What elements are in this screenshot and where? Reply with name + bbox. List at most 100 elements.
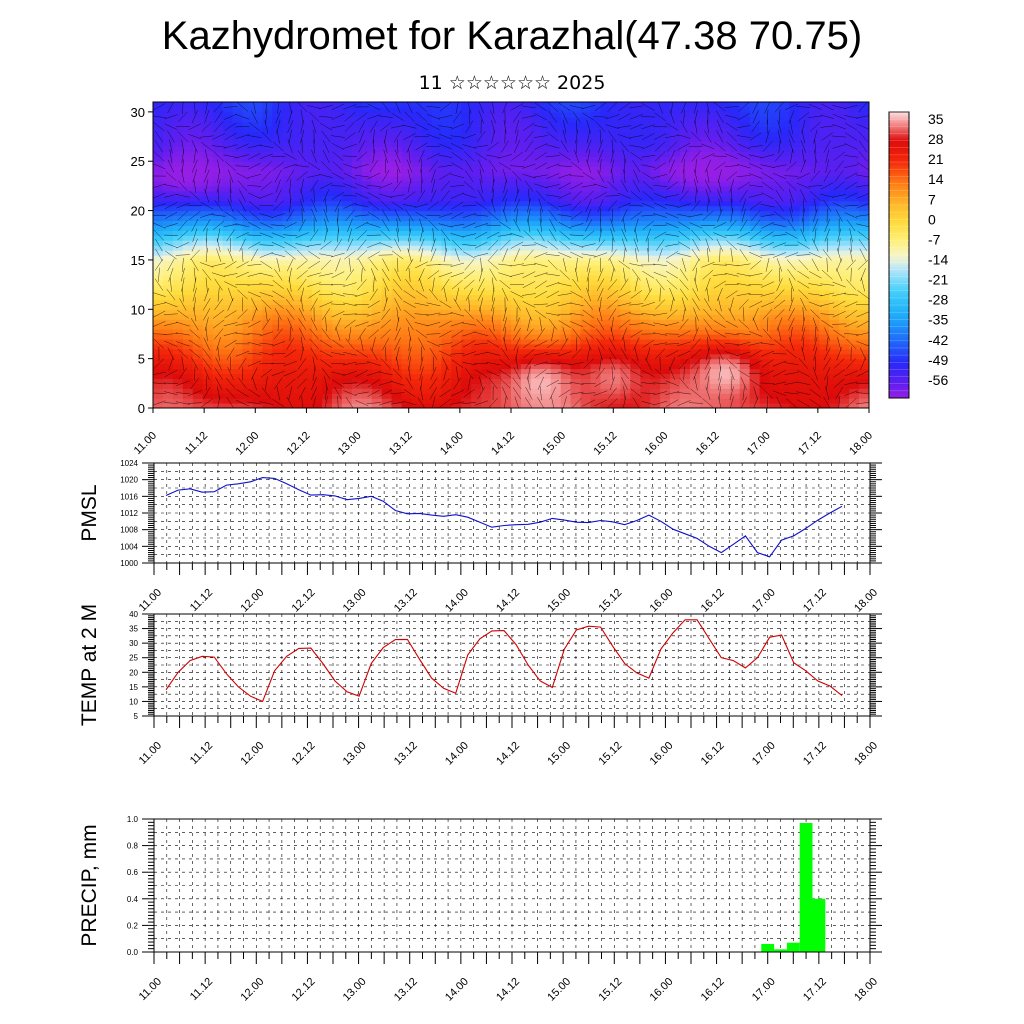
heatmap-cell — [322, 230, 333, 236]
heatmap-cell — [819, 171, 830, 177]
heatmap-cell — [381, 230, 393, 236]
heatmap-cell — [540, 161, 552, 167]
heatmap-cell — [709, 294, 721, 301]
heatmap-cell — [162, 195, 174, 202]
heatmap-cell — [153, 235, 164, 241]
heatmap-cell — [530, 299, 542, 305]
wind-vector — [154, 258, 164, 271]
heatmap-cell — [809, 309, 820, 315]
heatmap-cell — [839, 106, 850, 113]
heatmap-cell — [381, 176, 393, 182]
wind-vector — [286, 258, 294, 272]
heatmap-cell — [242, 368, 254, 375]
heatmap-cell — [212, 279, 224, 286]
wind-vector — [319, 339, 333, 348]
heatmap-cell — [262, 383, 273, 389]
heatmap-cell — [501, 348, 512, 355]
heatmap-cell — [540, 245, 552, 251]
heatmap-cell — [829, 166, 840, 172]
heatmap-cell — [680, 136, 691, 143]
heatmap-cell — [849, 230, 860, 236]
wind-vector — [250, 248, 259, 262]
heatmap-cell — [192, 264, 204, 271]
heatmap-cell — [789, 126, 800, 133]
heatmap-cell — [719, 255, 731, 261]
heatmap-cell — [341, 353, 353, 360]
wind-vector — [224, 211, 237, 220]
heatmap-cell — [182, 363, 194, 370]
heatmap-cell — [749, 171, 761, 177]
heatmap-cell — [540, 195, 552, 202]
heatmap-cell — [630, 329, 641, 335]
heatmap-cell — [660, 338, 671, 345]
wind-vector — [298, 386, 306, 400]
heatmap-cell — [153, 161, 164, 167]
heatmap-cell — [212, 220, 224, 226]
heatmap-cell — [312, 116, 323, 123]
heatmap-cell — [849, 106, 860, 113]
heatmap-cell — [401, 230, 413, 236]
heatmap-cell — [162, 259, 174, 266]
wind-vector — [181, 139, 185, 154]
heatmap-cell — [819, 190, 830, 197]
heatmap-cell — [530, 210, 542, 217]
heatmap-cell — [709, 250, 721, 256]
wind-vector — [214, 199, 224, 212]
heatmap-cell — [680, 250, 691, 256]
heatmap-cell — [580, 304, 592, 310]
heatmap-cell — [451, 131, 462, 138]
heatmap-cell — [481, 358, 492, 365]
heatmap-cell — [849, 225, 860, 231]
heatmap-cell — [441, 200, 452, 207]
heatmap-cell — [859, 205, 869, 212]
heatmap-cell — [620, 240, 631, 246]
heatmap-cell — [411, 215, 423, 222]
heatmap-cell — [272, 309, 283, 315]
heatmap-cell — [789, 319, 800, 325]
heatmap-cell — [491, 106, 502, 113]
heatmap-cell — [312, 126, 323, 133]
heatmap-cell — [411, 230, 423, 236]
wind-vector — [289, 326, 291, 342]
wind-vector — [190, 258, 199, 272]
heatmap-cell — [739, 388, 751, 394]
heatmap-cell — [511, 210, 522, 217]
wind-vector — [319, 273, 333, 277]
heatmap-cell — [570, 393, 582, 399]
heatmap-cell — [520, 225, 532, 231]
heatmap-cell — [431, 279, 442, 286]
heatmap-cell — [421, 245, 433, 251]
heatmap-cell — [252, 314, 263, 320]
heatmap-cell — [232, 106, 244, 113]
heatmap-cell — [292, 220, 303, 226]
wind-vector — [154, 130, 164, 143]
heatmap-cell — [550, 215, 562, 222]
heatmap-cell — [322, 245, 333, 251]
heatmap-cell — [859, 136, 869, 143]
heatmap-cell — [520, 363, 532, 370]
heatmap-cell — [302, 309, 313, 315]
heatmap-cell — [172, 161, 184, 167]
heatmap-cell — [819, 264, 830, 271]
wind-vector — [237, 180, 248, 192]
heatmap-cell — [660, 319, 671, 325]
heatmap-cell — [699, 383, 711, 389]
heatmap-cell — [172, 205, 184, 212]
heatmap-cell — [451, 348, 462, 355]
heatmap-cell — [411, 200, 423, 207]
wind-vector — [248, 389, 261, 398]
heatmap-cell — [839, 333, 850, 340]
wind-vector — [308, 260, 321, 269]
heatmap-cell — [560, 235, 572, 241]
heatmap-cell — [540, 314, 552, 320]
heatmap-cell — [680, 294, 691, 301]
heatmap-cell — [381, 102, 393, 108]
wind-vector — [189, 249, 200, 261]
heatmap-cell — [361, 348, 373, 355]
heatmap-cell — [491, 289, 502, 296]
heatmap-cell — [341, 156, 353, 162]
heatmap-cell — [312, 176, 323, 182]
heatmap-cell — [859, 383, 869, 389]
heatmap-cell — [272, 279, 283, 286]
heatmap-cell — [630, 190, 641, 197]
